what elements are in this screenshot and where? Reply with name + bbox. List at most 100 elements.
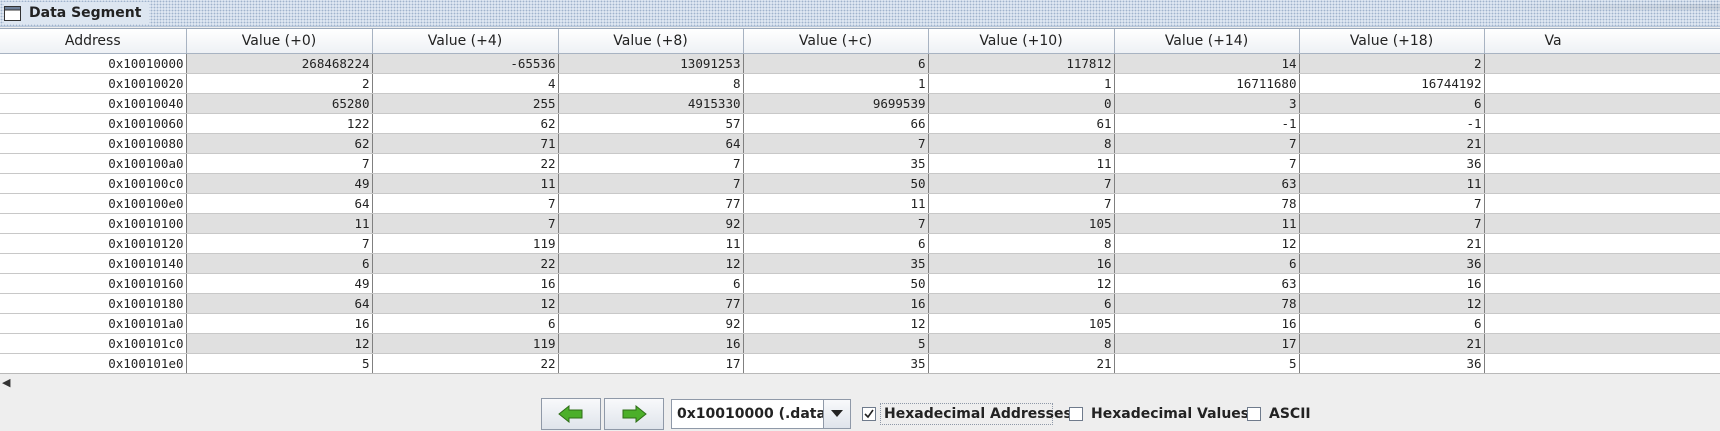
previous-button[interactable] (541, 398, 601, 430)
data-table-viewport[interactable]: Address Value (+0) Value (+4) Value (+8) Val… (0, 28, 1720, 374)
value-cell[interactable]: 5 (743, 333, 929, 354)
value-cell[interactable]: -1 (1299, 113, 1485, 134)
value-cell[interactable]: 11 (186, 213, 373, 234)
value-cell[interactable]: 8 (928, 233, 1115, 254)
value-cell[interactable]: 92 (558, 213, 744, 234)
value-cell[interactable]: 2 (186, 73, 373, 94)
value-cell[interactable]: 7 (558, 153, 744, 174)
value-cell[interactable]: 22 (372, 253, 559, 274)
value-cell[interactable]: 22 (372, 153, 559, 174)
value-cell[interactable] (1484, 53, 1720, 74)
value-cell[interactable] (1484, 353, 1720, 374)
value-cell[interactable]: 1 (743, 73, 929, 94)
scroll-left-icon[interactable]: ◀ (2, 376, 11, 389)
value-cell[interactable]: 12 (186, 333, 373, 354)
value-cell[interactable]: 6 (743, 53, 929, 74)
column-header-address[interactable]: Address (0, 29, 187, 54)
value-cell[interactable]: 11 (743, 193, 929, 214)
value-cell[interactable]: 36 (1299, 353, 1485, 374)
value-cell[interactable]: 7 (186, 153, 373, 174)
value-cell[interactable]: 6 (1299, 93, 1485, 114)
hex-addresses-checkbox[interactable] (862, 407, 876, 421)
value-cell[interactable]: 71 (372, 133, 559, 154)
value-cell[interactable]: 63 (1114, 173, 1300, 194)
value-cell[interactable]: 77 (558, 193, 744, 214)
ascii-label[interactable]: ASCII (1269, 406, 1311, 422)
value-cell[interactable]: 7 (1114, 133, 1300, 154)
value-cell[interactable]: 11 (1299, 173, 1485, 194)
horizontal-scrollbar[interactable]: ◀ (0, 373, 1720, 391)
value-cell[interactable]: 35 (743, 253, 929, 274)
value-cell[interactable] (1484, 113, 1720, 134)
value-cell[interactable]: 6 (558, 273, 744, 294)
value-cell[interactable]: 5 (1114, 353, 1300, 374)
value-cell[interactable]: 16744192 (1299, 73, 1485, 94)
value-cell[interactable]: 11 (928, 153, 1115, 174)
value-cell[interactable]: 7 (1299, 213, 1485, 234)
value-cell[interactable]: 122 (186, 113, 373, 134)
value-cell[interactable] (1484, 193, 1720, 214)
value-cell[interactable]: 105 (928, 313, 1115, 334)
value-cell[interactable]: 49 (186, 173, 373, 194)
value-cell[interactable]: 92 (558, 313, 744, 334)
value-cell[interactable]: 8 (928, 333, 1115, 354)
value-cell[interactable]: 7 (372, 213, 559, 234)
value-cell[interactable]: 11 (558, 233, 744, 254)
value-cell[interactable] (1484, 293, 1720, 314)
value-cell[interactable]: 62 (186, 133, 373, 154)
value-cell[interactable]: 13091253 (558, 53, 744, 74)
value-cell[interactable] (1484, 153, 1720, 174)
value-cell[interactable] (1484, 333, 1720, 354)
value-cell[interactable]: 255 (372, 93, 559, 114)
column-header-value[interactable]: Va (1484, 29, 1720, 54)
value-cell[interactable]: 7 (1114, 153, 1300, 174)
value-cell[interactable]: 17 (1114, 333, 1300, 354)
value-cell[interactable]: 4915330 (558, 93, 744, 114)
value-cell[interactable]: 6 (1114, 253, 1300, 274)
value-cell[interactable]: 7 (186, 233, 373, 254)
value-cell[interactable]: 21 (1299, 333, 1485, 354)
value-cell[interactable]: 78 (1114, 193, 1300, 214)
value-cell[interactable]: 12 (928, 273, 1115, 294)
value-cell[interactable]: 12 (1114, 233, 1300, 254)
dropdown-button[interactable] (823, 400, 850, 428)
value-cell[interactable]: 64 (186, 193, 373, 214)
value-cell[interactable]: 57 (558, 113, 744, 134)
title-bar[interactable]: Data Segment (0, 0, 1720, 27)
column-header-value[interactable]: Value (+c) (743, 29, 929, 54)
value-cell[interactable]: 117812 (928, 53, 1115, 74)
value-cell[interactable]: 7 (928, 173, 1115, 194)
value-cell[interactable]: 8 (928, 133, 1115, 154)
value-cell[interactable]: 11 (372, 173, 559, 194)
column-header-value[interactable]: Value (+14) (1114, 29, 1300, 54)
value-cell[interactable]: 64 (558, 133, 744, 154)
value-cell[interactable] (1484, 313, 1720, 334)
value-cell[interactable]: 61 (928, 113, 1115, 134)
value-cell[interactable]: 62 (372, 113, 559, 134)
value-cell[interactable] (1484, 213, 1720, 234)
value-cell[interactable]: 7 (372, 193, 559, 214)
value-cell[interactable]: 22 (372, 353, 559, 374)
value-cell[interactable]: 50 (743, 273, 929, 294)
value-cell[interactable]: 7 (743, 133, 929, 154)
value-cell[interactable]: 17 (558, 353, 744, 374)
value-cell[interactable]: 11 (1114, 213, 1300, 234)
value-cell[interactable]: 3 (1114, 93, 1300, 114)
value-cell[interactable]: 8 (558, 73, 744, 94)
value-cell[interactable]: 21 (928, 353, 1115, 374)
value-cell[interactable]: 16711680 (1114, 73, 1300, 94)
segment-select[interactable]: 0x10010000 (.data) (671, 399, 851, 429)
value-cell[interactable]: 6 (372, 313, 559, 334)
column-header-value[interactable]: Value (+4) (372, 29, 559, 54)
value-cell[interactable]: 6 (928, 293, 1115, 314)
value-cell[interactable]: 16 (558, 333, 744, 354)
value-cell[interactable]: 16 (1299, 273, 1485, 294)
value-cell[interactable] (1484, 233, 1720, 254)
value-cell[interactable]: 21 (1299, 133, 1485, 154)
value-cell[interactable]: 6 (186, 253, 373, 274)
value-cell[interactable]: 7 (928, 193, 1115, 214)
value-cell[interactable]: 6 (1299, 313, 1485, 334)
value-cell[interactable]: 0 (928, 93, 1115, 114)
value-cell[interactable]: 12 (743, 313, 929, 334)
value-cell[interactable] (1484, 253, 1720, 274)
